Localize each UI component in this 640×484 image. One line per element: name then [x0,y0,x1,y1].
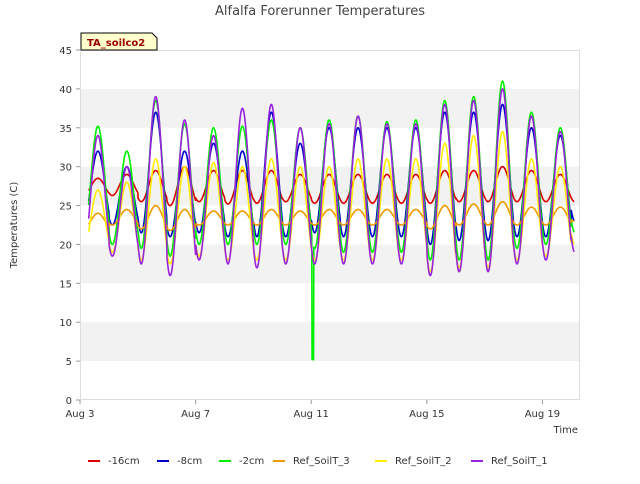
legend: -16cm -8cm -2cm Ref_SoilT_3 Ref_SoilT_2 Ref_S… [88,456,548,467]
x-tick-label: Aug 7 [181,409,210,420]
x-axis-label: Time [553,425,578,436]
x-tick-label: Aug 19 [525,409,560,420]
grid-band [80,322,580,362]
legend-label: -2cm [239,456,264,467]
legend-label: -16cm [108,456,140,467]
y-tick-label: 10 [59,318,72,329]
legend-label: Ref_SoilT_2 [395,456,452,467]
series-line-ref-soilt-1 [87,88,575,277]
y-tick-label: 15 [59,279,72,290]
y-tick-label: 30 [59,163,72,174]
badge-label: TA_soilco2 [87,38,145,49]
legend-label: Ref_SoilT_1 [491,456,548,467]
y-tick-label: 20 [59,240,72,251]
grid-band [80,244,580,284]
grid-band [80,166,580,206]
x-tick-label: Aug 15 [409,409,444,420]
y-tick-label: 25 [59,202,72,213]
x-axis: Aug 3 Aug 7 Aug 11 Aug 15 Aug 19 [65,400,560,420]
y-tick-label: 45 [59,46,72,57]
plot-frame [80,50,580,400]
legend-label: Ref_SoilT_3 [293,456,350,467]
y-tick-label: 40 [59,85,72,96]
badge-shape [80,32,158,51]
y-tick-label: 5 [66,357,72,368]
badge: TA_soilco2 [80,32,158,51]
y-tick-label: 0 [66,396,72,407]
x-tick-label: Aug 11 [293,409,328,420]
y-tick-label: 35 [59,124,72,135]
legend-label: -8cm [177,456,202,467]
y-axis: 0 5 10 15 20 25 30 35 40 45 [59,46,80,407]
y-axis-label: Temperatures (C) [9,182,20,270]
chart-title: Alfalfa Forerunner Temperatures [215,4,425,19]
series-lines [87,80,575,361]
x-tick-label: Aug 3 [65,409,94,420]
